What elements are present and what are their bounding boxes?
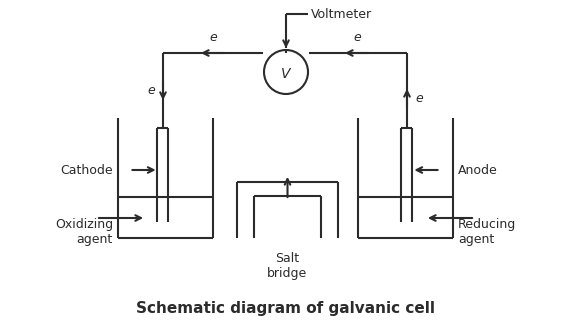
Text: e: e [353, 31, 361, 44]
Text: e: e [209, 31, 217, 44]
Text: Anode: Anode [458, 164, 498, 176]
Text: Cathode: Cathode [61, 164, 113, 176]
Text: e: e [415, 91, 423, 105]
Text: Schematic diagram of galvanic cell: Schematic diagram of galvanic cell [137, 300, 435, 316]
Text: Oxidizing
agent: Oxidizing agent [55, 218, 113, 246]
Text: Voltmeter: Voltmeter [311, 7, 372, 21]
Text: Salt
bridge: Salt bridge [267, 252, 308, 280]
Text: e: e [147, 83, 155, 97]
Text: V: V [281, 67, 291, 81]
Text: Reducing
agent: Reducing agent [458, 218, 517, 246]
